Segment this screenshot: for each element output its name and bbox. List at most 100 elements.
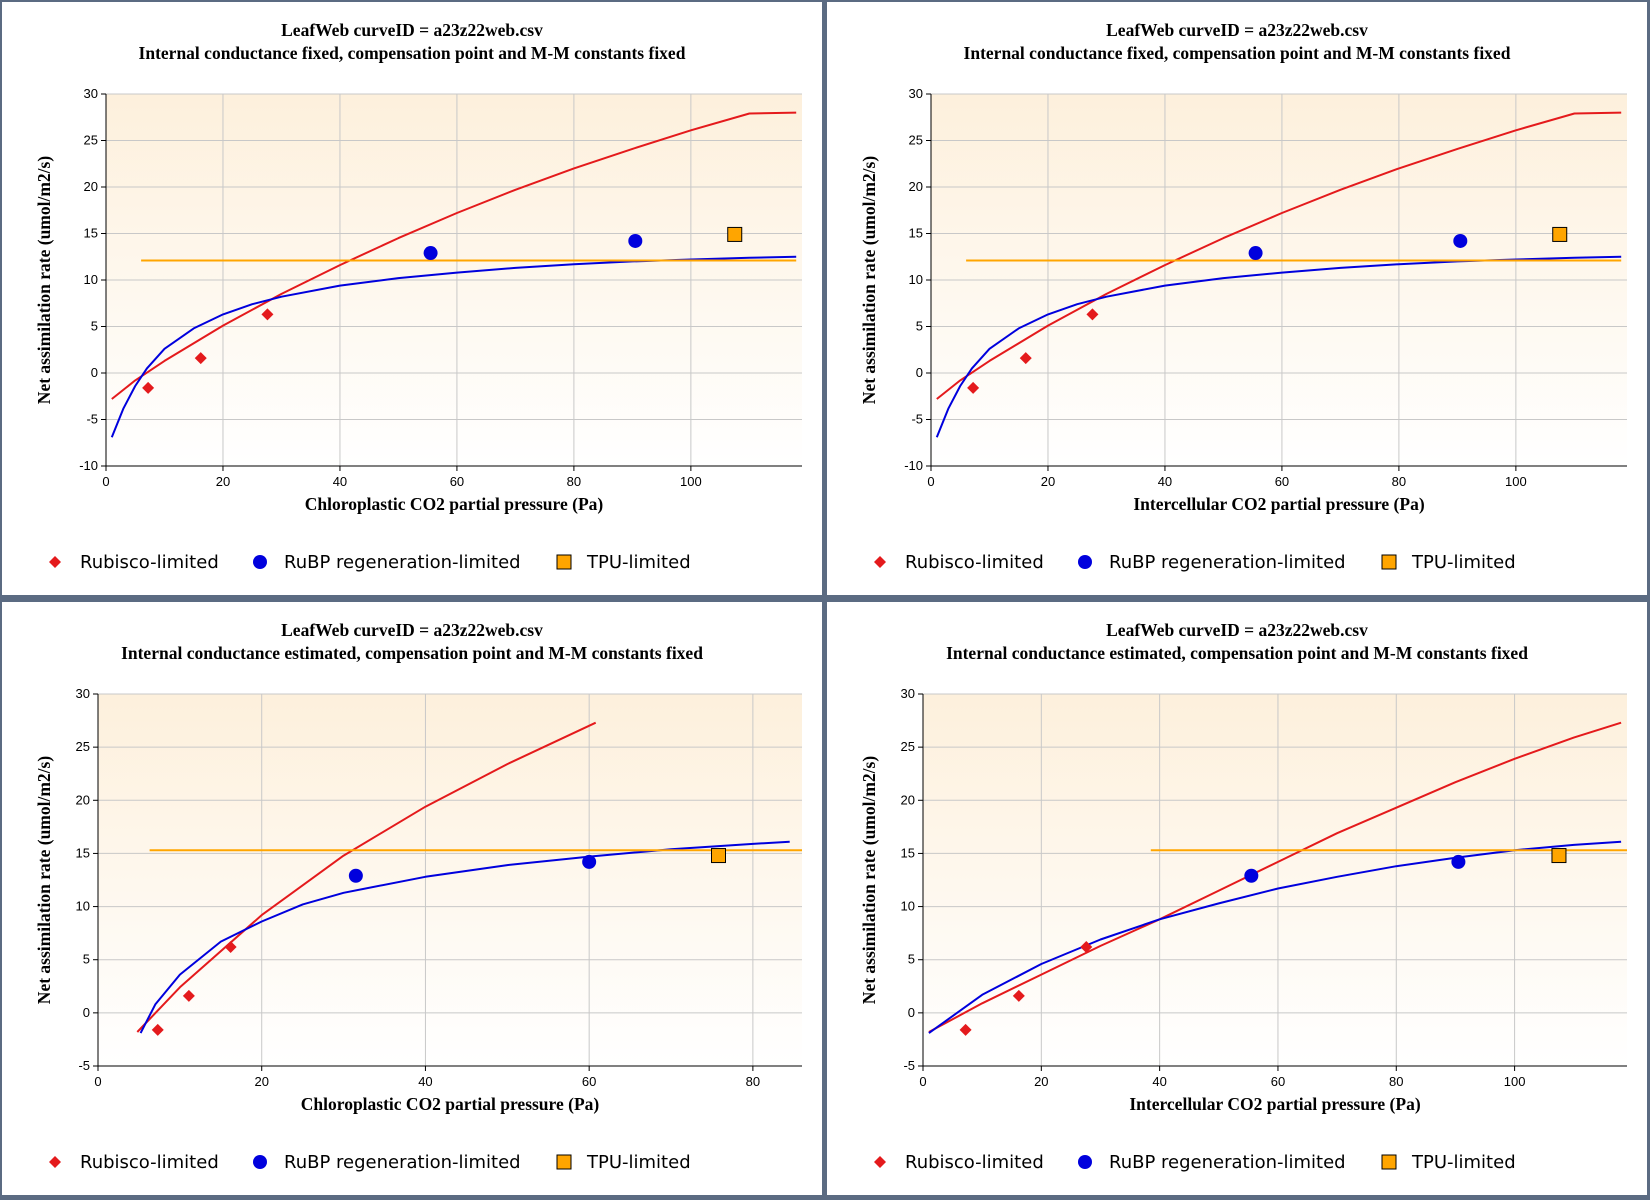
chart-svg: LeafWeb curveID = a23z22web.csv Internal … <box>34 620 802 1173</box>
chart-panel-bottom-right: LeafWeb curveID = a23z22web.csv Internal … <box>827 602 1647 1195</box>
legend-rubisco-label: Rubisco-limited <box>905 1152 1044 1173</box>
x-tick-label: 80 <box>1392 474 1406 489</box>
rubp-point <box>423 246 438 261</box>
x-tick-label: 100 <box>1504 1074 1526 1089</box>
legend-rubisco-label: Rubisco-limited <box>80 552 219 573</box>
y-tick-label: 0 <box>83 1005 90 1020</box>
tpu-point <box>711 848 727 864</box>
x-tick-label: 20 <box>254 1074 268 1089</box>
chart-subtitle: Internal conductance estimated, compensa… <box>946 643 1528 663</box>
y-tick-label: 5 <box>91 319 98 334</box>
y-axis-label: Net assimilation rate (umol/m2/s) <box>859 156 879 405</box>
rubisco-point <box>142 381 155 394</box>
x-tick-label: 0 <box>94 1074 101 1089</box>
x-tick-label: 60 <box>1271 1074 1285 1089</box>
x-tick-label: 100 <box>680 474 702 489</box>
y-tick-label: 30 <box>76 686 90 701</box>
x-tick-label: 80 <box>1389 1074 1403 1089</box>
x-tick-label: 40 <box>1152 1074 1166 1089</box>
y-tick-label: 0 <box>908 1005 915 1020</box>
legend-rubp-label: RuBP regeneration-limited <box>1109 552 1346 573</box>
legend-tpu-label: TPU-limited <box>1411 552 1516 573</box>
rubisco-point <box>1019 352 1032 365</box>
legend-rubp-label: RuBP regeneration-limited <box>1109 1152 1346 1173</box>
legend-tpu-marker <box>556 1154 572 1170</box>
y-tick-label: 10 <box>76 899 90 914</box>
rubp-point <box>348 868 363 883</box>
curves-group <box>136 721 802 1034</box>
rubp-point <box>628 233 643 248</box>
y-tick-label: 25 <box>901 739 915 754</box>
chart-svg: LeafWeb curveID = a23z22web.csv Internal … <box>859 20 1627 573</box>
legend-tpu-marker <box>1381 554 1397 570</box>
chart-svg: LeafWeb curveID = a23z22web.csv Internal … <box>34 20 802 573</box>
x-tick-label: 0 <box>927 474 934 489</box>
x-axis-label: Chloroplastic CO2 partial pressure (Pa) <box>305 494 604 514</box>
curves-group <box>110 111 797 438</box>
x-tick-label: 80 <box>567 474 581 489</box>
chart-panel-bottom-left: LeafWeb curveID = a23z22web.csv Internal … <box>2 602 822 1195</box>
chart-title: LeafWeb curveID = a23z22web.csv <box>1106 20 1368 40</box>
rubisco-curve <box>111 111 797 400</box>
x-tick-label: 40 <box>418 1074 432 1089</box>
y-tick-label: -10 <box>904 458 923 473</box>
legend-rubisco-marker <box>874 556 886 568</box>
legend-tpu-marker <box>556 554 572 570</box>
rubisco-point <box>182 989 195 1002</box>
y-tick-label: 25 <box>76 739 90 754</box>
y-tick-label: 5 <box>916 319 923 334</box>
plot-area <box>98 694 802 1066</box>
tpu-point <box>727 226 743 242</box>
y-tick-label: 5 <box>83 952 90 967</box>
rubp-point <box>1453 233 1468 248</box>
y-axis-label: Net assimilation rate (umol/m2/s) <box>34 756 54 1005</box>
chart-subtitle: Internal conductance fixed, compensation… <box>139 43 686 63</box>
x-tick-label: 40 <box>333 474 347 489</box>
tpu-point <box>1552 226 1568 242</box>
x-axis-label: Intercellular CO2 partial pressure (Pa) <box>1129 1094 1420 1114</box>
y-tick-label: 20 <box>901 792 915 807</box>
y-tick-label: 10 <box>84 272 98 287</box>
y-tick-label: 0 <box>916 365 923 380</box>
y-tick-label: -5 <box>911 412 923 427</box>
rubisco-point <box>1080 940 1093 953</box>
x-tick-label: 60 <box>582 1074 596 1089</box>
rubisco-point <box>1012 989 1025 1002</box>
legend-rubp-marker <box>1078 555 1092 569</box>
chart-panel-top-right: LeafWeb curveID = a23z22web.csv Internal … <box>827 2 1647 595</box>
curves-group <box>928 721 1627 1034</box>
tpu-point <box>1551 848 1567 864</box>
legend-rubp-marker <box>253 1155 267 1169</box>
legend-rubisco-label: Rubisco-limited <box>905 552 1044 573</box>
x-tick-label: 40 <box>1158 474 1172 489</box>
legend-rubisco-marker <box>49 1156 61 1168</box>
x-tick-label: 60 <box>450 474 464 489</box>
legend-rubisco-label: Rubisco-limited <box>80 1152 219 1173</box>
rubisco-point <box>967 381 980 394</box>
rubp-point <box>1244 868 1259 883</box>
chart-title: LeafWeb curveID = a23z22web.csv <box>1106 620 1368 640</box>
x-tick-label: 0 <box>102 474 109 489</box>
rubp-point <box>1248 246 1263 261</box>
y-tick-label: -5 <box>903 1058 915 1073</box>
y-tick-label: 25 <box>909 133 923 148</box>
legend-tpu-marker <box>1381 1154 1397 1170</box>
y-tick-label: 30 <box>901 686 915 701</box>
y-axis-label: Net assimilation rate (umol/m2/s) <box>859 756 879 1005</box>
y-tick-label: 15 <box>84 226 98 241</box>
y-tick-label: 10 <box>901 899 915 914</box>
x-tick-label: 0 <box>919 1074 926 1089</box>
y-tick-label: 15 <box>901 845 915 860</box>
y-tick-label: 10 <box>909 272 923 287</box>
legend-rubp-marker <box>1078 1155 1092 1169</box>
legend-rubp-label: RuBP regeneration-limited <box>284 552 521 573</box>
y-tick-label: 25 <box>84 133 98 148</box>
rubisco-curve <box>928 721 1622 1033</box>
y-tick-label: 15 <box>76 845 90 860</box>
chart-title: LeafWeb curveID = a23z22web.csv <box>281 20 543 40</box>
rubisco-point <box>261 308 274 321</box>
legend-rubisco-marker <box>874 1156 886 1168</box>
rubp-point <box>582 854 597 869</box>
y-tick-label: -10 <box>79 458 98 473</box>
y-tick-label: 5 <box>908 952 915 967</box>
